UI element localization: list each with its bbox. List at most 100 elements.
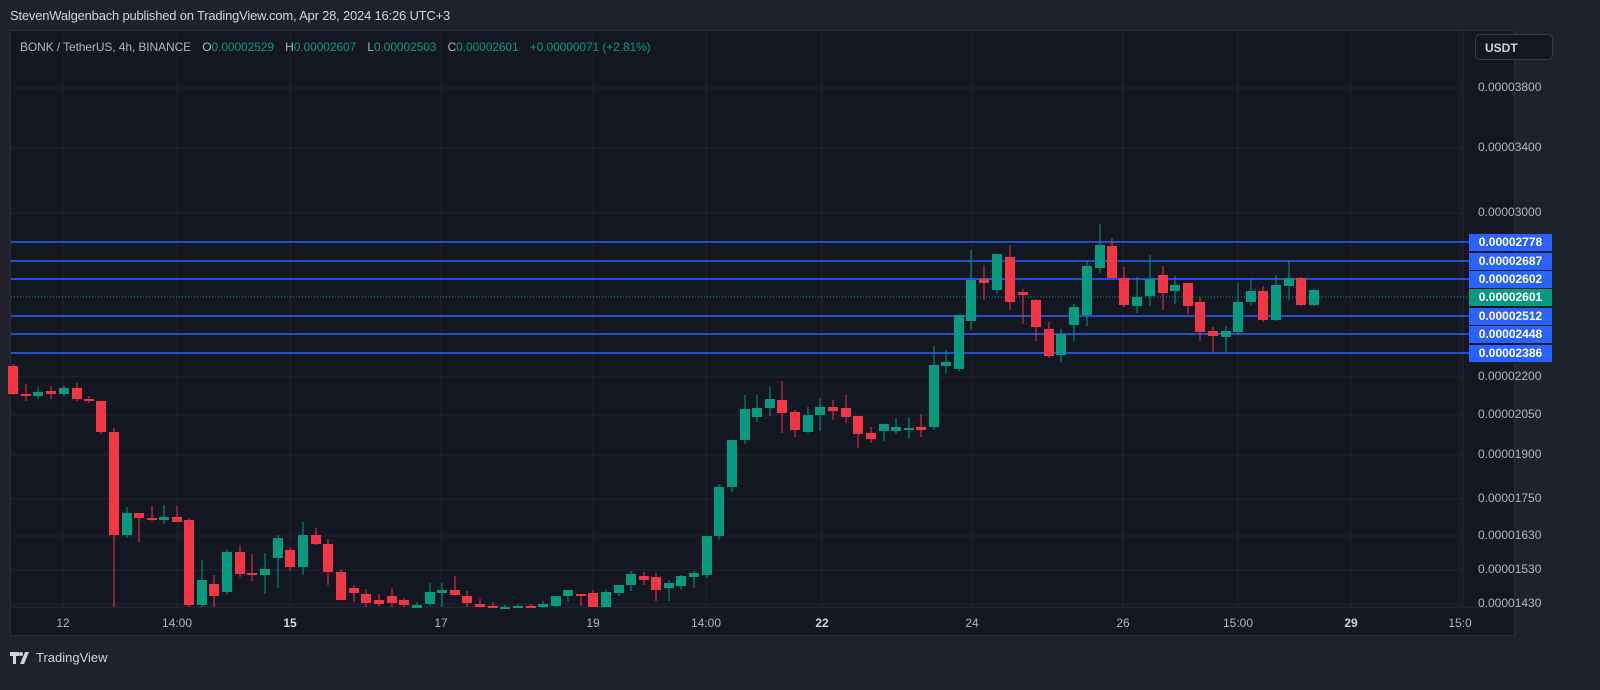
candle-body-down[interactable] [1044, 329, 1054, 356]
candle-body-down[interactable] [311, 535, 321, 544]
currency-button[interactable]: USDT [1475, 34, 1553, 60]
price-level-badge[interactable]: 0.00002512 [1469, 308, 1552, 325]
candle-body-up[interactable] [702, 536, 712, 575]
candle-body-up[interactable] [1132, 297, 1142, 306]
candle-body-down[interactable] [209, 584, 219, 596]
candle-body-down[interactable] [1107, 246, 1117, 278]
candle-body-up[interactable] [412, 605, 422, 608]
candle-body-up[interactable] [601, 592, 611, 607]
candle-body-down[interactable] [1296, 278, 1306, 305]
candle-body-down[interactable] [488, 606, 498, 608]
candle-body-up[interactable] [992, 254, 1002, 290]
candle-body-down[interactable] [109, 432, 119, 535]
price-level-badge[interactable]: 0.00002602 [1469, 271, 1552, 288]
candle-body-up[interactable] [1246, 291, 1256, 302]
candle-body-down[interactable] [526, 606, 536, 608]
candle-body-down[interactable] [916, 427, 926, 430]
price-level-badge[interactable]: 0.00002778 [1469, 234, 1552, 251]
candle-body-down[interactable] [1018, 292, 1028, 295]
candle-body-down[interactable] [399, 600, 409, 605]
candle-body-up[interactable] [664, 583, 674, 588]
candle-body-up[interactable] [714, 487, 724, 536]
candle-body-up[interactable] [626, 574, 636, 585]
candle-body-up[interactable] [1284, 278, 1294, 286]
price-level-badge[interactable]: 0.00002448 [1469, 326, 1552, 343]
candle-body-down[interactable] [651, 577, 661, 590]
candle-body-down[interactable] [841, 408, 851, 417]
candle-body-up[interactable] [803, 415, 813, 432]
candle-body-down[interactable] [1208, 331, 1218, 336]
candle-body-down[interactable] [639, 576, 649, 580]
candle-body-down[interactable] [828, 407, 838, 411]
candle-body-down[interactable] [336, 572, 346, 600]
candle-body-down[interactable] [475, 604, 485, 607]
candle-body-up[interactable] [879, 424, 889, 431]
candle-body-down[interactable] [323, 544, 333, 572]
price-level-badge[interactable]: 0.00002601 [1469, 289, 1552, 306]
candle-body-up[interactable] [904, 428, 914, 430]
candle-body-up[interactable] [1309, 290, 1319, 305]
candle-body-up[interactable] [273, 538, 283, 558]
candle-body-up[interactable] [437, 590, 447, 593]
candle-body-down[interactable] [387, 596, 397, 603]
candle-body-up[interactable] [1056, 334, 1066, 355]
candle-body-down[interactable] [450, 590, 460, 595]
price-level-badge[interactable]: 0.00002386 [1469, 345, 1552, 362]
price-level-badge[interactable]: 0.00002687 [1469, 253, 1552, 270]
candle-body-up[interactable] [740, 409, 750, 440]
candle-body-down[interactable] [777, 400, 787, 413]
candle-body-up[interactable] [815, 407, 825, 415]
candle-body-down[interactable] [588, 593, 598, 607]
candle-body-up[interactable] [222, 552, 232, 592]
candle-body-up[interactable] [966, 280, 976, 321]
candle-body-down[interactable] [96, 401, 106, 432]
candle-body-up[interactable] [563, 590, 573, 596]
candle-body-up[interactable] [1233, 302, 1243, 332]
candle-body-up[interactable] [425, 592, 435, 604]
candle-body-up[interactable] [59, 388, 69, 394]
candle-body-up[interactable] [1069, 307, 1079, 325]
candle-body-up[interactable] [891, 427, 901, 431]
candle-body-down[interactable] [172, 517, 182, 522]
candle-body-down[interactable] [134, 513, 144, 518]
candle-body-down[interactable] [349, 588, 359, 593]
candle-body-down[interactable] [1195, 302, 1205, 332]
candle-body-up[interactable] [752, 408, 762, 417]
tradingview-logo[interactable]: TradingView [10, 650, 108, 665]
candle-body-down[interactable] [285, 550, 295, 567]
candle-body-up[interactable] [260, 569, 270, 575]
candle-body-down[interactable] [247, 573, 257, 575]
candle-body-down[interactable] [374, 600, 384, 604]
candle-body-down[interactable] [8, 366, 18, 394]
candle-body-down[interactable] [790, 412, 800, 430]
candle-body-down[interactable] [576, 594, 586, 596]
candle-body-down[interactable] [361, 594, 371, 603]
candle-body-up[interactable] [1271, 285, 1281, 320]
candle-body-up[interactable] [159, 517, 169, 520]
candle-body-down[interactable] [46, 391, 56, 394]
candle-body-down[interactable] [84, 399, 94, 401]
candle-body-down[interactable] [21, 394, 31, 396]
candle-body-up[interactable] [941, 362, 951, 366]
candle-body-down[interactable] [1258, 291, 1268, 320]
candle-body-down[interactable] [184, 520, 194, 605]
candle-body-down[interactable] [1183, 283, 1193, 306]
candle-body-up[interactable] [298, 535, 308, 567]
candle-body-down[interactable] [462, 596, 472, 603]
candle-body-up[interactable] [197, 580, 207, 605]
candle-body-up[interactable] [727, 440, 737, 487]
candle-body-down[interactable] [1005, 257, 1015, 302]
candle-body-down[interactable] [147, 518, 157, 520]
candle-body-down[interactable] [979, 279, 989, 283]
candle-body-down[interactable] [866, 433, 876, 439]
candle-body-up[interactable] [1170, 285, 1180, 291]
candle-body-down[interactable] [1158, 275, 1168, 293]
candle-body-down[interactable] [235, 552, 245, 574]
candle-body-up[interactable] [122, 513, 132, 535]
candle-body-up[interactable] [954, 315, 964, 369]
candle-body-down[interactable] [1119, 278, 1129, 305]
candle-body-up[interactable] [500, 607, 510, 609]
candle-body-up[interactable] [551, 596, 561, 606]
candle-body-up[interactable] [765, 399, 775, 408]
